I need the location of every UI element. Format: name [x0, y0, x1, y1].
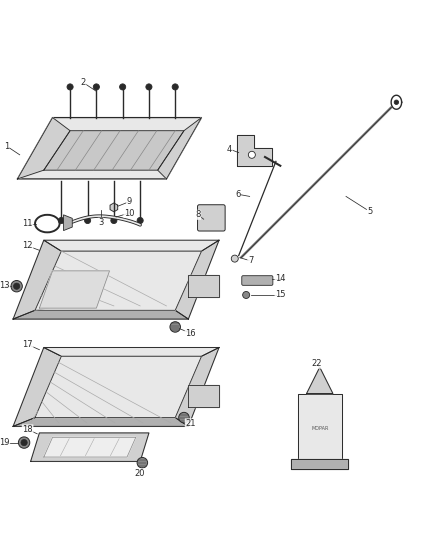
Circle shape	[137, 217, 143, 223]
Text: 16: 16	[185, 328, 196, 337]
Circle shape	[172, 84, 178, 90]
Circle shape	[58, 217, 64, 223]
Circle shape	[120, 84, 126, 90]
Text: 1: 1	[4, 142, 9, 150]
Text: 22: 22	[312, 359, 322, 368]
Polygon shape	[13, 348, 61, 426]
FancyBboxPatch shape	[198, 205, 225, 231]
Text: 20: 20	[134, 469, 145, 478]
Text: 14: 14	[275, 274, 286, 283]
Text: 19: 19	[0, 438, 10, 447]
Polygon shape	[44, 240, 219, 251]
Circle shape	[394, 100, 399, 104]
Circle shape	[170, 322, 180, 332]
Polygon shape	[307, 367, 333, 393]
Text: 15: 15	[275, 290, 286, 299]
Text: 9: 9	[127, 197, 132, 206]
Polygon shape	[175, 240, 219, 319]
Text: 12: 12	[22, 241, 33, 251]
Polygon shape	[291, 459, 348, 469]
Circle shape	[18, 437, 30, 448]
Text: 5: 5	[367, 207, 373, 216]
Circle shape	[111, 217, 117, 223]
Circle shape	[248, 151, 255, 158]
Polygon shape	[237, 135, 272, 166]
Circle shape	[14, 283, 20, 289]
Text: 8: 8	[195, 211, 201, 219]
Text: 10: 10	[124, 208, 134, 217]
Polygon shape	[31, 433, 149, 462]
Circle shape	[231, 255, 238, 262]
Polygon shape	[298, 393, 342, 462]
Text: 13: 13	[0, 281, 10, 290]
Polygon shape	[35, 356, 201, 418]
Polygon shape	[18, 118, 201, 179]
Text: 18: 18	[22, 425, 33, 434]
Circle shape	[243, 292, 250, 298]
Polygon shape	[188, 275, 219, 297]
Circle shape	[179, 413, 189, 423]
Text: 11: 11	[22, 219, 33, 228]
Text: 17: 17	[22, 340, 33, 349]
Text: 7: 7	[248, 256, 253, 265]
Text: 3: 3	[98, 218, 103, 227]
FancyBboxPatch shape	[242, 276, 273, 285]
Polygon shape	[44, 437, 136, 457]
Circle shape	[11, 280, 22, 292]
Polygon shape	[158, 118, 201, 179]
Polygon shape	[44, 131, 184, 170]
Polygon shape	[35, 251, 201, 310]
Polygon shape	[64, 215, 72, 231]
Polygon shape	[39, 271, 110, 308]
Polygon shape	[13, 310, 188, 319]
Text: 6: 6	[235, 190, 240, 199]
Polygon shape	[175, 348, 219, 426]
Polygon shape	[13, 418, 188, 426]
Circle shape	[67, 84, 73, 90]
Text: MOPAR: MOPAR	[311, 426, 328, 431]
Circle shape	[85, 217, 91, 223]
Polygon shape	[18, 118, 70, 179]
Circle shape	[93, 84, 99, 90]
Text: 21: 21	[185, 419, 196, 428]
Polygon shape	[391, 95, 402, 109]
Text: 4: 4	[227, 144, 232, 154]
Polygon shape	[13, 240, 61, 319]
Circle shape	[21, 439, 27, 446]
Text: 2: 2	[81, 78, 86, 87]
Polygon shape	[44, 348, 219, 356]
Circle shape	[146, 84, 152, 90]
Polygon shape	[188, 385, 219, 407]
Polygon shape	[110, 203, 118, 212]
Circle shape	[137, 457, 148, 468]
